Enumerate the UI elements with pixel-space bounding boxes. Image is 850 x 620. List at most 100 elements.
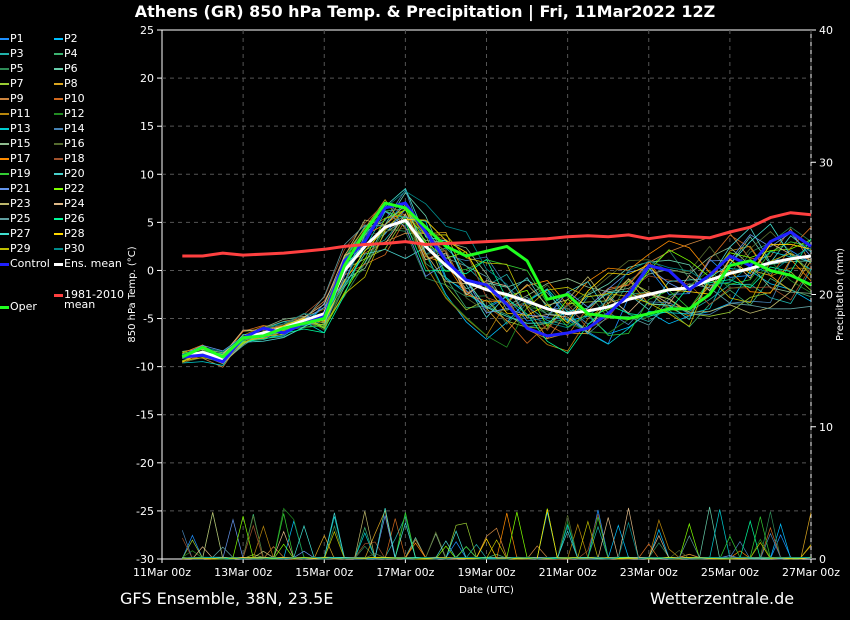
legend-label: P28 <box>64 227 85 240</box>
y2-tick-label: 30 <box>819 156 833 169</box>
legend-label: P20 <box>64 167 85 180</box>
legend-label: P9 <box>10 92 24 105</box>
site-label: Wetterzentrale.de <box>650 589 795 608</box>
ensemble-member-line <box>182 219 812 354</box>
legend-swatch <box>0 173 9 175</box>
legend-item: P13 <box>0 121 31 136</box>
y2-tick-label: 20 <box>819 289 833 302</box>
legend-swatch <box>0 233 9 235</box>
legend-label: P14 <box>64 122 85 135</box>
ensemble-precip-line <box>182 521 812 560</box>
legend-swatch <box>54 38 63 40</box>
legend-label: P1 <box>10 32 24 45</box>
legend-label: P29 <box>10 242 31 255</box>
y-tick-label: 20 <box>140 72 154 85</box>
x-tick-label: 19Mar 00z <box>457 566 515 579</box>
legend-swatch <box>0 203 9 205</box>
legend-item: P9 <box>0 91 24 106</box>
legend-label: P16 <box>64 137 85 150</box>
legend-item: P5 <box>0 61 24 76</box>
legend-label: Oper <box>10 300 37 313</box>
x-tick-label: 23Mar 00z <box>620 566 678 579</box>
legend-label: P3 <box>10 47 24 60</box>
y-tick-label: -20 <box>136 457 154 470</box>
legend-label: P23 <box>10 197 31 210</box>
legend-swatch <box>0 113 9 115</box>
legend-item: P22 <box>54 181 85 196</box>
legend-swatch <box>54 83 63 85</box>
legend-swatch <box>54 113 63 115</box>
ensemble-member-line <box>182 218 812 363</box>
legend-item: P30 <box>54 241 85 256</box>
legend-swatch <box>54 262 63 266</box>
legend-label: P24 <box>64 197 85 210</box>
y-tick-label: -25 <box>136 505 154 518</box>
legend-label: P19 <box>10 167 31 180</box>
legend-swatch <box>54 248 63 250</box>
legend-item: P26 <box>54 211 85 226</box>
x-tick-label: 17Mar 00z <box>376 566 434 579</box>
legend-label: P6 <box>64 62 78 75</box>
legend-item: P4 <box>54 46 78 61</box>
legend-item: P11 <box>0 106 31 121</box>
legend-swatch <box>0 262 9 266</box>
legend-swatch <box>54 233 63 235</box>
legend-item: P28 <box>54 226 85 241</box>
legend-item: P8 <box>54 76 78 91</box>
legend-item: Ens. mean <box>54 256 122 271</box>
y-tick-label: 25 <box>140 24 154 37</box>
y2-tick-label: 40 <box>819 24 833 37</box>
legend-label: P18 <box>64 152 85 165</box>
legend-swatch <box>54 203 63 205</box>
y-tick-label: 5 <box>147 216 154 229</box>
series-line-1981-2010-mean <box>182 211 812 258</box>
series-line-oper <box>181 201 812 359</box>
y-tick-label: 15 <box>140 120 154 133</box>
x-tick-label: 11Mar 00z <box>133 566 191 579</box>
legend-item: 1981-2010 <box>54 287 124 302</box>
legend-label: P21 <box>10 182 31 195</box>
legend-item: P20 <box>54 166 85 181</box>
legend-swatch <box>54 53 63 55</box>
legend-item: P24 <box>54 196 85 211</box>
legend-swatch <box>0 143 9 145</box>
legend-item: P12 <box>54 106 85 121</box>
x-tick-label: 27Mar 00z <box>782 566 840 579</box>
legend-label: mean <box>64 298 96 311</box>
legend-item: P27 <box>0 226 31 241</box>
legend-item: P7 <box>0 76 24 91</box>
source-label: GFS Ensemble, 38N, 23.5E <box>120 589 334 608</box>
y-tick-label: -15 <box>136 409 154 422</box>
y-tick-label: 10 <box>140 168 154 181</box>
ensemble-member-line <box>182 213 812 356</box>
legend-label: Control <box>10 257 50 270</box>
legend-item: P15 <box>0 136 31 151</box>
legend-swatch <box>54 158 63 160</box>
legend-label: P10 <box>64 92 85 105</box>
legend-label: P2 <box>64 32 78 45</box>
legend-item: P25 <box>0 211 31 226</box>
legend-swatch <box>0 218 9 220</box>
legend-swatch <box>0 158 9 160</box>
legend-item: Oper <box>0 299 37 314</box>
legend-swatch <box>54 218 63 220</box>
legend-label: P26 <box>64 212 85 225</box>
legend-swatch <box>0 68 9 70</box>
legend-swatch <box>0 248 9 250</box>
legend-swatch <box>0 53 9 55</box>
legend-item: P21 <box>0 181 31 196</box>
y2-tick-label: 10 <box>819 421 833 434</box>
legend-label: P27 <box>10 227 31 240</box>
y-tick-label: -5 <box>143 313 154 326</box>
legend-item: Control <box>0 256 50 271</box>
legend-swatch <box>0 188 9 190</box>
legend-item: P18 <box>54 151 85 166</box>
legend-item: P23 <box>0 196 31 211</box>
y2-tick-label: 0 <box>819 553 826 566</box>
legend-label: 1981-2010 <box>64 288 124 301</box>
legend-swatch <box>54 98 63 100</box>
legend-swatch <box>54 293 63 297</box>
legend-label: P5 <box>10 62 24 75</box>
legend-swatch <box>54 128 63 130</box>
